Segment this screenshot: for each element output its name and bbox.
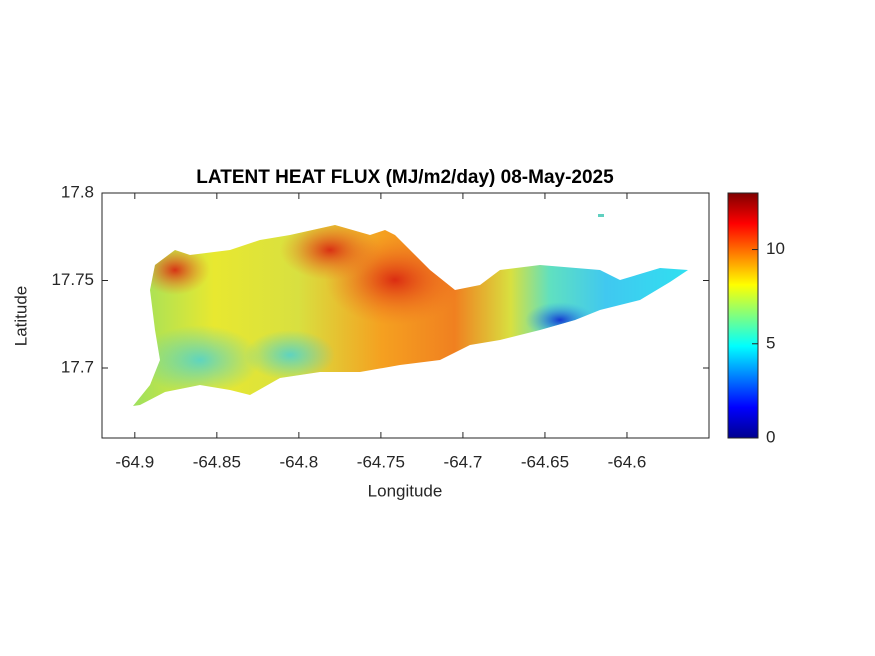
x-tick-label: -64.65 — [521, 452, 569, 471]
colorbar-tick-label: 5 — [766, 333, 775, 352]
x-tick-label: -64.8 — [279, 452, 318, 471]
colorbar-tick-label: 10 — [766, 239, 785, 258]
island-map — [133, 225, 688, 406]
colorbar — [727, 192, 759, 439]
x-tick-label: -64.75 — [357, 452, 405, 471]
x-tick-label: -64.85 — [193, 452, 241, 471]
y-tick-label: 17.7 — [61, 357, 94, 376]
x-tick-label: -64.9 — [115, 452, 154, 471]
x-tick-label: -64.6 — [608, 452, 647, 471]
islet — [598, 214, 604, 217]
chart-title: LATENT HEAT FLUX (MJ/m2/day) 08-May-2025 — [196, 167, 614, 188]
y-tick-label: 17.75 — [51, 270, 94, 289]
y-tick-label: 17.8 — [61, 182, 94, 201]
x-axis-label: Longitude — [368, 481, 443, 500]
colorbar-tick-label: 0 — [766, 427, 775, 446]
y-axis-label: Latitude — [11, 286, 30, 347]
x-tick-label: -64.7 — [444, 452, 483, 471]
plot-frame — [101, 192, 710, 439]
